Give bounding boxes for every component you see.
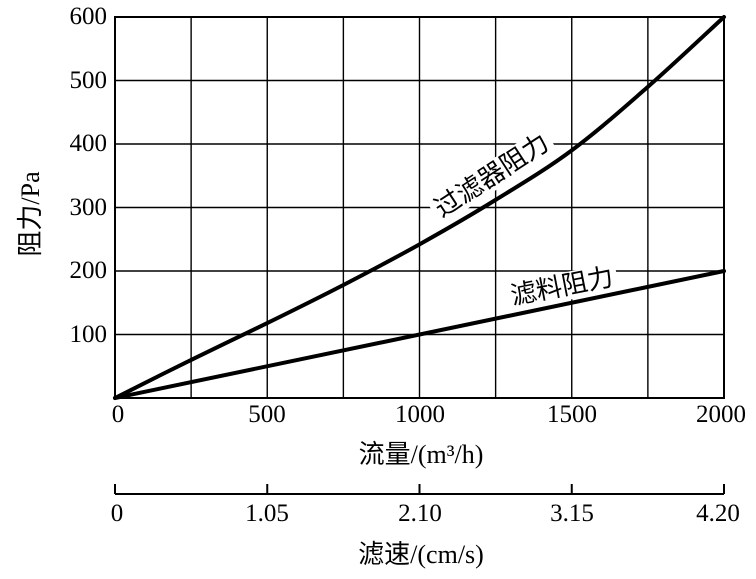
y-tick-label: 100 bbox=[69, 321, 108, 348]
x2-tick-label: 1.05 bbox=[245, 500, 289, 527]
x2-axis-title: 滤速/(cm/s) bbox=[358, 540, 484, 569]
x2-tick-label: 3.15 bbox=[550, 500, 594, 527]
y-tick-label: 600 bbox=[69, 3, 108, 30]
x-tick-label: 500 bbox=[248, 401, 286, 428]
x-axis-title: 流量/(m³/h) bbox=[358, 440, 484, 469]
x-tick-label: 1000 bbox=[395, 401, 445, 428]
y-tick-label: 400 bbox=[69, 130, 108, 157]
y-tick-label: 200 bbox=[69, 257, 108, 284]
x-tick-label: 1500 bbox=[547, 401, 597, 428]
x2-tick-label: 0 bbox=[110, 500, 124, 527]
y-tick-label: 500 bbox=[69, 67, 108, 94]
x2-tick-label: 4.20 bbox=[696, 500, 740, 527]
x2-tick-label: 2.10 bbox=[398, 500, 442, 527]
x-tick-label: 2000 bbox=[696, 401, 746, 428]
y-tick-label: 300 bbox=[69, 194, 108, 221]
x-tick-label: 0 bbox=[111, 401, 125, 428]
